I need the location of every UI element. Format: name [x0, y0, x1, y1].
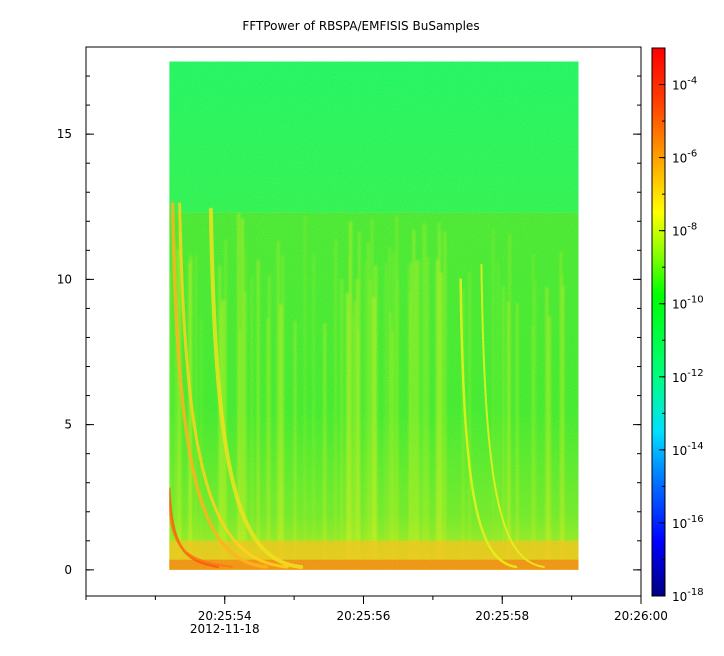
colorbar-tick-label: 10-14 [672, 441, 704, 458]
y-axis: 0 5 10 15 [57, 46, 641, 577]
colorbar-tick-label: 10-4 [672, 76, 697, 93]
x-tick-label: 20:25:58 [475, 609, 529, 623]
y-tick-label: 0 [64, 563, 72, 577]
x-tick-sublabel: 2012-11-18 [190, 622, 260, 636]
colorbar-tick-label: 10-12 [672, 368, 704, 385]
colorbar-tick-label: 10-10 [672, 295, 704, 312]
x-tick-label: 20:25:54 [198, 609, 252, 623]
x-tick-label: 20:26:00 [614, 609, 668, 623]
noise-overlay [169, 61, 579, 570]
y-tick-label: 15 [57, 127, 72, 141]
y-tick-label: 10 [57, 272, 72, 286]
colorbar [651, 47, 666, 597]
y-tick-label: 5 [64, 418, 72, 432]
colorbar-ticks: 10-4 10-6 10-8 10-10 10-12 10-14 10-16 10-18 [659, 47, 704, 604]
spectrogram-image [169, 61, 579, 570]
colorbar-tick-label: 10-8 [672, 222, 697, 239]
chart-title: FFTPower of RBSPA/EMFISIS BuSamples [242, 19, 479, 33]
x-tick-label: 20:25:56 [337, 609, 391, 623]
colorbar-tick-label: 10-6 [672, 149, 697, 166]
colorbar-tick-label: 10-16 [672, 514, 704, 531]
colorbar-tick-label: 10-18 [672, 587, 704, 604]
